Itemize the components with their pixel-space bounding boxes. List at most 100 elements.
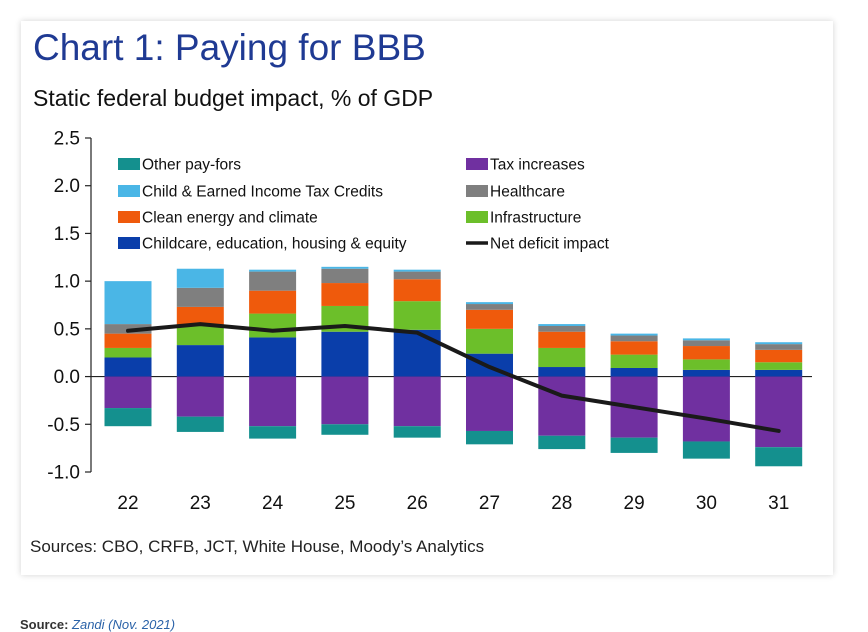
bar-segment: [466, 430, 513, 445]
bar-segment: [755, 376, 803, 448]
bar-segment: [610, 354, 658, 368]
legend-label: Healthcare: [490, 184, 565, 201]
x-tick-label: 30: [696, 493, 717, 514]
bar-segment: [538, 435, 586, 450]
x-tick-label: 24: [262, 493, 284, 514]
bar-segment: [610, 437, 658, 453]
bar-segment: [610, 341, 658, 355]
net-deficit-line: [126, 322, 781, 433]
bar-segment: [249, 269, 297, 272]
x-tick-label: 22: [117, 493, 138, 514]
bar-segment: [755, 362, 803, 370]
bar-segment: [538, 376, 586, 436]
legend-label: Other pay-fors: [142, 157, 241, 174]
y-tick-label: -0.5: [47, 415, 80, 436]
bar-segment: [755, 349, 803, 363]
bar-segment: [682, 359, 730, 370]
bar-segment: [321, 266, 369, 269]
bar-segment: [538, 325, 586, 332]
x-tick-label: 28: [551, 493, 572, 514]
bar-segment: [682, 376, 730, 442]
bar-segment: [610, 367, 658, 377]
bar-segment: [393, 329, 441, 377]
bar-segment: [176, 416, 224, 432]
bar-segment: [393, 301, 441, 330]
y-tick-label: 1.5: [54, 224, 80, 245]
bar-segment: [104, 347, 152, 358]
legend-swatch: [466, 185, 488, 197]
y-tick-label: 2.0: [54, 176, 80, 197]
bar-segment: [538, 367, 586, 377]
bar-segment: [682, 338, 730, 341]
legend-label: Infrastructure: [490, 210, 581, 227]
y-tick-label: 0.0: [54, 367, 80, 388]
bar-segment: [393, 279, 441, 302]
bar-segment: [538, 331, 586, 348]
bar-segment: [176, 345, 224, 377]
bar-segment: [249, 290, 297, 314]
bar-segment: [682, 346, 730, 360]
bar-segment: [104, 357, 152, 377]
bar-segment: [538, 347, 586, 368]
bar-segment: [393, 269, 441, 272]
bar-segment: [393, 376, 441, 427]
x-tick-label: 31: [768, 493, 789, 514]
legend-swatch: [118, 211, 140, 223]
bar-segment: [755, 447, 803, 467]
legend-swatch: [466, 158, 488, 170]
bar-segment: [104, 281, 152, 325]
bar-segment: [321, 331, 369, 377]
x-tick-label: 23: [190, 493, 211, 514]
bar-segment: [321, 376, 369, 425]
bar-segment: [466, 309, 513, 329]
legend-label: Child & Earned Income Tax Credits: [142, 184, 383, 201]
legend-label: Tax increases: [490, 157, 585, 174]
bar-segment: [755, 369, 803, 377]
bar-segment: [682, 441, 730, 459]
bar-segment: [466, 304, 513, 310]
y-tick-label: 0.5: [54, 319, 80, 340]
x-tick-label: 27: [479, 493, 500, 514]
bar-segment: [321, 268, 369, 284]
y-tick-label: 2.5: [54, 129, 80, 150]
bar-segment: [249, 337, 297, 377]
y-tick-label: -1.0: [47, 463, 80, 484]
bar-segment: [104, 333, 152, 348]
chart-title: Chart 1: Paying for BBB: [33, 27, 426, 68]
bar-segment: [755, 344, 803, 350]
legend-swatch: [466, 211, 488, 223]
bar-segment: [321, 424, 369, 435]
bar-segment: [393, 426, 441, 438]
bar-segment: [466, 328, 513, 354]
chart-subtitle: Static federal budget impact, % of GDP: [33, 85, 434, 111]
y-tick-label: 1.0: [54, 272, 80, 293]
legend-swatch: [118, 237, 140, 249]
x-tick-label: 29: [624, 493, 645, 514]
bar-segment: [610, 333, 658, 336]
x-tick-label: 25: [334, 493, 355, 514]
bar-segment: [393, 271, 441, 280]
bar-segment: [682, 340, 730, 347]
bar-segment: [249, 313, 297, 338]
chart-source: Sources: CBO, CRFB, JCT, White House, Mo…: [30, 537, 485, 556]
legend-label: Net deficit impact: [490, 236, 610, 253]
bar-segment: [104, 376, 152, 409]
bar-segment: [249, 376, 297, 427]
bar-segment: [104, 408, 152, 427]
bar-segment: [176, 268, 224, 288]
legend-label: Clean energy and climate: [142, 210, 318, 227]
legend-swatch: [118, 158, 140, 170]
bar-segment: [249, 271, 297, 291]
bar-segment: [176, 306, 224, 326]
bar-segment: [176, 376, 224, 417]
bar-segment: [682, 369, 730, 377]
legend-swatch: [118, 185, 140, 197]
bar-segment: [249, 426, 297, 439]
bar-segment: [610, 335, 658, 342]
bar-segment: [466, 376, 513, 431]
bar-segment: [755, 342, 803, 345]
x-tick-label: 26: [407, 493, 428, 514]
bar-segment: [466, 302, 513, 305]
bar-segment: [321, 283, 369, 306]
